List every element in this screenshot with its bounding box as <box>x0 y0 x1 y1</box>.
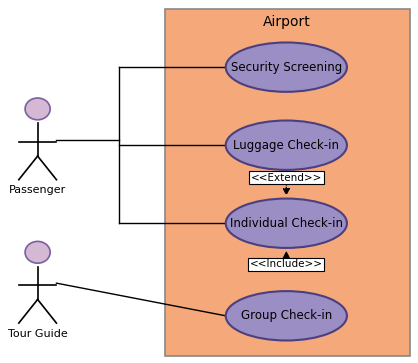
Ellipse shape <box>226 121 347 170</box>
Text: Individual Check-in: Individual Check-in <box>230 217 343 230</box>
Text: <<Include>>: <<Include>> <box>250 259 323 269</box>
Text: Tour Guide: Tour Guide <box>8 329 67 339</box>
Circle shape <box>25 98 50 120</box>
FancyBboxPatch shape <box>165 9 410 356</box>
Text: Group Check-in: Group Check-in <box>241 309 332 322</box>
Ellipse shape <box>226 42 347 92</box>
Text: Passenger: Passenger <box>9 185 66 195</box>
Ellipse shape <box>226 291 347 340</box>
Text: Luggage Check-in: Luggage Check-in <box>233 139 339 152</box>
Text: <<Extend>>: <<Extend>> <box>251 173 322 183</box>
Text: Security Screening: Security Screening <box>231 61 342 74</box>
Circle shape <box>25 241 50 263</box>
Ellipse shape <box>226 199 347 248</box>
Text: Airport: Airport <box>263 15 310 29</box>
